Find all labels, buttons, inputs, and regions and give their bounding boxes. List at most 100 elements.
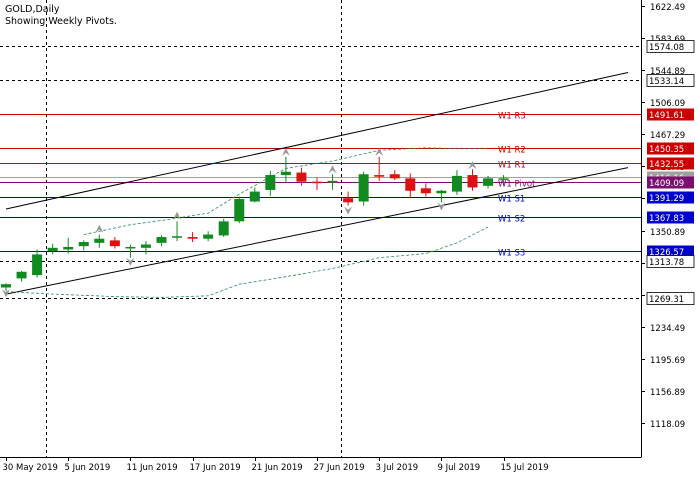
- candle-body: [78, 242, 89, 247]
- price-tick-label: 1350.89: [650, 228, 685, 238]
- price-label: 1574.08: [649, 43, 684, 53]
- symbol-title: GOLD,Daily: [5, 4, 60, 15]
- fractal-arrow: [126, 257, 135, 266]
- price-tick-label: 1544.89: [650, 67, 685, 77]
- price-label-box: [647, 157, 694, 170]
- chart-axes: [0, 0, 642, 458]
- candle-body: [109, 240, 120, 247]
- price-label-box: [646, 74, 695, 87]
- time-tick-label: 5 Jun 2019: [65, 463, 111, 473]
- price-tick-label: 1467.29: [650, 131, 685, 141]
- price-label-box: [646, 292, 695, 305]
- candle-body: [483, 178, 494, 186]
- candle-body: [451, 175, 462, 192]
- price-label: 1432.55: [649, 160, 684, 170]
- level-name: W1 R3: [498, 112, 526, 122]
- candle-body: [32, 254, 43, 276]
- time-tick-label: 30 May 2019: [3, 463, 58, 473]
- price-label: 1269.31: [649, 295, 684, 305]
- candle-body: [94, 238, 105, 243]
- candle-body: [265, 175, 276, 190]
- price-label-box: [647, 211, 694, 224]
- time-tick-label: 27 Jun 2019: [314, 463, 365, 473]
- price-label-box: [647, 191, 694, 204]
- candle-body: [1, 284, 11, 288]
- candle-body: [312, 181, 322, 184]
- price-label: 1367.83: [649, 214, 684, 224]
- vertical-dashed-lines: [46, 0, 342, 457]
- candle-body: [249, 191, 260, 202]
- price-tick-label: 1234.49: [650, 324, 685, 334]
- time-tick-label: 11 Jun 2019: [127, 463, 178, 473]
- candle-body: [63, 246, 74, 250]
- level-name: W1 Pivot: [498, 180, 536, 190]
- candle-body: [187, 237, 198, 239]
- price-label-box: [647, 142, 694, 155]
- price-tick-label: 1506.09: [650, 99, 685, 109]
- price-label-box: [647, 108, 694, 121]
- level-name: W1 S1: [498, 195, 525, 205]
- candle-body: [296, 172, 307, 182]
- candle-body: [203, 234, 214, 239]
- candle-body: [420, 188, 431, 194]
- price-label: 1450.35: [649, 145, 684, 155]
- fractal-arrow: [281, 147, 290, 156]
- time-tick-label: 21 Jun 2019: [252, 463, 303, 473]
- price-label-box: [647, 245, 694, 258]
- candle-body: [16, 271, 27, 279]
- time-tick-label: 15 Jul 2019: [501, 463, 549, 473]
- candle-body: [327, 180, 338, 183]
- candle-body: [389, 174, 400, 179]
- level-name: W1 S2: [498, 215, 525, 225]
- candle-body: [467, 175, 478, 188]
- candle-body: [156, 237, 167, 243]
- level-name: W1 S3: [498, 249, 525, 259]
- time-tick-label: 17 Jun 2019: [190, 463, 241, 473]
- price-label: 1313.78: [649, 258, 684, 268]
- price-tick-label: 1156.89: [650, 388, 685, 398]
- fractal-arrow: [95, 224, 104, 233]
- fractal-arrow: [437, 202, 446, 211]
- fractal-arrow: [375, 147, 384, 156]
- candle-body: [405, 178, 416, 191]
- candle-body: [436, 190, 447, 194]
- candle-body: [172, 236, 183, 238]
- price-tick-label: 1118.09: [650, 420, 685, 430]
- fractal-arrow: [344, 206, 353, 215]
- candle-body: [358, 174, 369, 202]
- price-label-box: [647, 176, 694, 189]
- trend-channel[interactable]: [5, 72, 629, 295]
- time-tick-label: 3 Jul 2019: [376, 463, 419, 473]
- indicator-caption: Showing Weekly Pivots.: [5, 16, 117, 27]
- level-name: W1 R2: [498, 146, 526, 156]
- envelope-line: [5, 226, 489, 298]
- price-labels: 1574.081533.141491.611450.351432.551416.…: [646, 40, 695, 305]
- candle-body: [125, 246, 136, 249]
- candle-body: [374, 175, 385, 177]
- time-axis: 30 May 2019 5 Jun 2019 11 Jun 2019 17 Jun 2…: [3, 457, 549, 473]
- fractal-arrow: [173, 211, 182, 220]
- candle-body: [280, 171, 291, 176]
- candle-body: [140, 244, 151, 248]
- fractal-markers: [2, 147, 477, 298]
- price-tick-label: 1195.69: [650, 356, 685, 366]
- level-lines: [0, 46, 641, 299]
- price-label: 1326.57: [649, 248, 684, 258]
- fractal-arrow: [328, 165, 337, 174]
- candle-body: [47, 247, 58, 252]
- price-label-box: [646, 40, 695, 53]
- price-tick-label: 1583.69: [650, 35, 685, 45]
- candles: [1, 156, 509, 291]
- candle-body: [234, 199, 245, 222]
- price-tick-label: 1622.49: [650, 3, 685, 13]
- fractal-arrow: [468, 161, 477, 170]
- candle-body: [498, 178, 509, 180]
- candle-body: [343, 198, 354, 203]
- price-label: 1409.09: [649, 179, 684, 189]
- channel-line: [5, 72, 629, 210]
- level-names: W1 R3 W1 R2 W1 R1 W1 Pivot W1 S1 W1 S2 W1 S3: [498, 112, 536, 259]
- level-name: W1 R1: [498, 161, 526, 171]
